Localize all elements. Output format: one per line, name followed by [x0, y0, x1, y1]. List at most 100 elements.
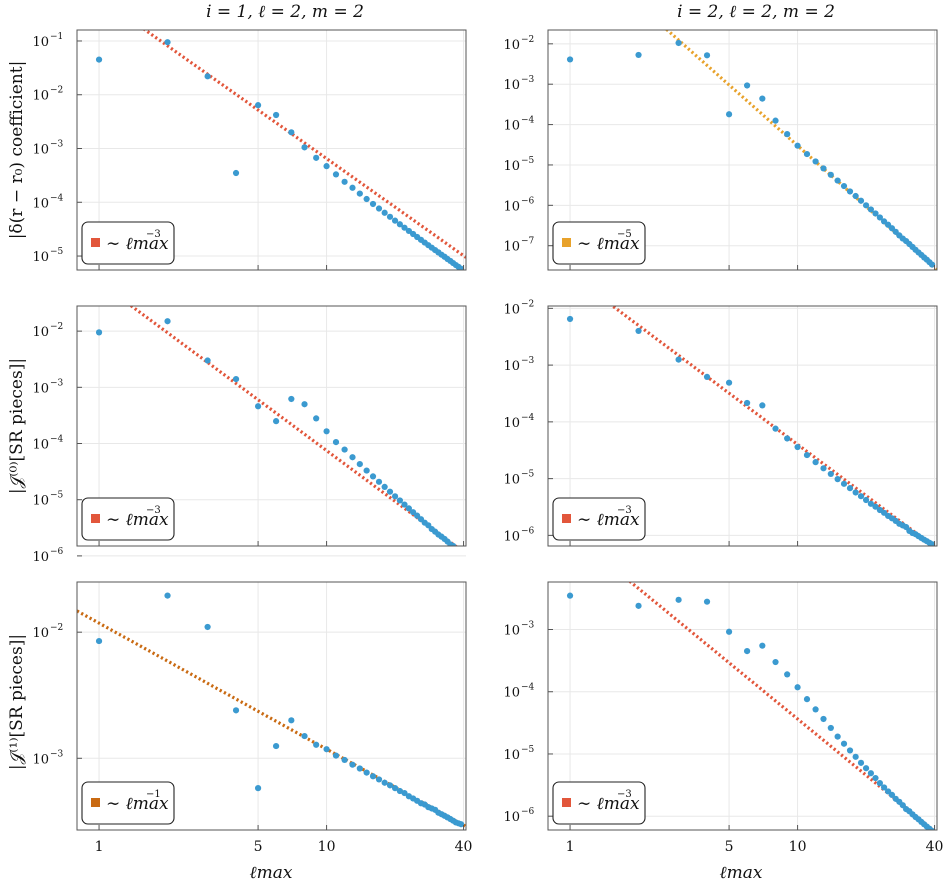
data-point — [566, 315, 574, 323]
plot-frame — [76, 581, 467, 831]
data-point — [356, 461, 363, 468]
data-point — [204, 357, 211, 364]
y-tick-label: 10 — [503, 810, 520, 825]
y-tick-label: 10 — [503, 78, 520, 93]
data-point — [272, 418, 280, 425]
data-point — [386, 488, 394, 495]
y-tick-label: 10 — [503, 416, 520, 431]
data-point — [566, 592, 574, 599]
data-points — [566, 592, 936, 830]
data-point — [784, 435, 791, 442]
x-tick-label: 10 — [789, 839, 807, 855]
legend-exponent: −1 — [146, 789, 161, 800]
legend-label: ∼ ℓmax — [106, 234, 169, 254]
data-point — [812, 158, 819, 165]
y-tick-label: 10 — [32, 550, 49, 565]
y-tick-exponent: −2 — [521, 299, 534, 309]
data-point — [313, 415, 320, 422]
data-point — [928, 261, 936, 268]
data-point — [852, 753, 859, 760]
x-tick-label: 40 — [926, 839, 944, 855]
data-point — [857, 493, 865, 500]
data-point — [341, 446, 348, 453]
data-point — [862, 765, 870, 772]
data-point — [772, 658, 779, 666]
data-point — [834, 733, 841, 740]
data-point — [876, 780, 883, 787]
data-point — [405, 505, 412, 512]
y-tick-label: 10 — [503, 119, 520, 134]
data-point — [725, 379, 733, 386]
data-point — [450, 542, 457, 546]
y-tick-label: 10 — [503, 624, 520, 639]
data-point — [846, 188, 854, 195]
legend-label: ∼ ℓmax — [106, 794, 169, 814]
data-point — [772, 117, 779, 124]
data-point — [369, 773, 377, 780]
data-point — [391, 493, 399, 500]
y-tick-exponent: −3 — [521, 621, 535, 631]
data-point — [827, 724, 834, 732]
y-tick-label: 10 — [503, 199, 520, 214]
data-point — [743, 399, 751, 407]
data-point — [204, 73, 211, 80]
y-tick-exponent: −5 — [521, 470, 535, 480]
data-points — [566, 315, 936, 546]
x-tick-label: 10 — [318, 839, 336, 855]
data-point — [784, 671, 791, 678]
fit-line-group — [628, 582, 936, 830]
data-point — [820, 165, 827, 172]
data-point — [803, 696, 811, 703]
data-point — [164, 318, 171, 325]
legend-box — [552, 497, 646, 541]
data-point — [635, 327, 642, 335]
y-tick-exponent: −6 — [521, 807, 535, 817]
y-tick-label: 10 — [32, 89, 49, 104]
data-point — [457, 821, 465, 828]
ylabel-row-3: |𝒥⁽¹⁾[SR pieces]| — [7, 634, 27, 770]
data-point — [363, 769, 370, 776]
plot-frame — [76, 305, 467, 547]
legend-exponent: −3 — [617, 789, 632, 800]
fit-line-group — [128, 306, 459, 546]
data-point — [95, 56, 103, 63]
data-points — [95, 592, 465, 828]
data-point — [356, 765, 363, 772]
data-point — [341, 756, 348, 764]
data-point — [635, 51, 642, 59]
data-point — [391, 217, 399, 224]
data-point — [95, 637, 103, 645]
data-point — [812, 459, 819, 466]
data-point — [164, 39, 171, 46]
y-tick-label: 10 — [503, 240, 520, 255]
data-point — [254, 785, 262, 792]
plot-frame — [547, 305, 938, 547]
data-point — [929, 827, 936, 830]
data-point — [840, 740, 848, 747]
data-point — [288, 395, 295, 403]
data-point — [272, 742, 280, 750]
y-tick-label: 10 — [32, 325, 49, 340]
y-tick-label: 10 — [32, 35, 49, 50]
data-point — [356, 190, 363, 197]
legend-label: ∼ ℓmax — [577, 510, 640, 530]
ylabel-row-1: |δ(r − r₀) coefficient| — [7, 61, 27, 240]
y-tick-label: 10 — [503, 473, 520, 488]
data-point — [254, 102, 262, 109]
data-point — [396, 221, 403, 228]
panel-middle-left: 10−610−510−410−310 −2∼ ℓmax−3 — [32, 305, 467, 565]
data-point — [232, 376, 240, 383]
data-point — [453, 546, 459, 552]
plot-frame — [547, 29, 938, 271]
data-point — [759, 95, 766, 102]
y-tick-exponent: −5 — [521, 156, 535, 166]
data-point — [867, 500, 874, 507]
data-point — [675, 356, 682, 363]
data-point — [857, 197, 865, 204]
y-tick-exponent: −4 — [521, 683, 535, 693]
data-points — [95, 39, 465, 270]
y-tick-label: 10 — [503, 302, 520, 317]
y-tick-label: 10 — [32, 626, 49, 641]
data-point — [876, 214, 883, 221]
